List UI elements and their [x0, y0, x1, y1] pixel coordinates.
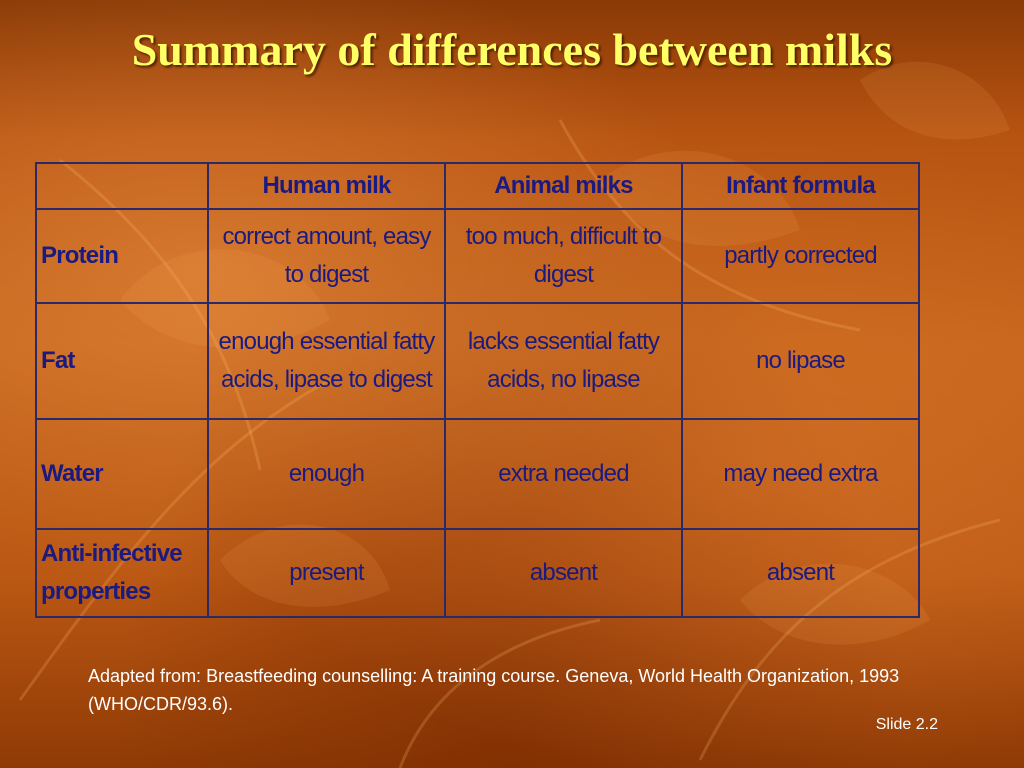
- milk-comparison-table: Human milk Animal milks Infant formula P…: [35, 162, 920, 618]
- row-label-anti-infective: Anti-infective properties: [35, 528, 209, 618]
- table-cell: no lipase: [681, 302, 920, 420]
- row-label-protein: Protein: [35, 208, 209, 304]
- column-header-infant-formula: Infant formula: [681, 162, 920, 210]
- table-cell: enough: [207, 418, 446, 530]
- row-label-fat: Fat: [35, 302, 209, 420]
- row-label-water: Water: [35, 418, 209, 530]
- slide-title: Summary of differences between milks: [131, 24, 893, 75]
- slide-number: Slide 2.2: [875, 716, 938, 733]
- table-cell: extra needed: [444, 418, 683, 530]
- table-cell: enough essential fatty acids, lipase to …: [207, 302, 446, 420]
- table-header-row: Human milk Animal milks Infant formula: [35, 162, 920, 210]
- table-cell: correct amount, easy to digest: [207, 208, 446, 304]
- table-row: Fat enough essential fatty acids, lipase…: [35, 302, 920, 420]
- column-header-animal-milks: Animal milks: [444, 162, 683, 210]
- table-cell: absent: [681, 528, 920, 618]
- table-cell: may need extra: [681, 418, 920, 530]
- table-cell: lacks essential fatty acids, no lipase: [444, 302, 683, 420]
- table-cell: absent: [444, 528, 683, 618]
- table-row: Water enough extra needed may need extra: [35, 418, 920, 530]
- table-row: Protein correct amount, easy to digest t…: [35, 208, 920, 304]
- table-cell: too much, difficult to digest: [444, 208, 683, 304]
- source-citation: Adapted from: Breastfeeding counselling:…: [88, 666, 900, 714]
- table-row: Anti-infective properties present absent…: [35, 528, 920, 618]
- column-header-human-milk: Human milk: [207, 162, 446, 210]
- table-corner-cell: [35, 162, 209, 210]
- table-cell: present: [207, 528, 446, 618]
- table-cell: partly corrected: [681, 208, 920, 304]
